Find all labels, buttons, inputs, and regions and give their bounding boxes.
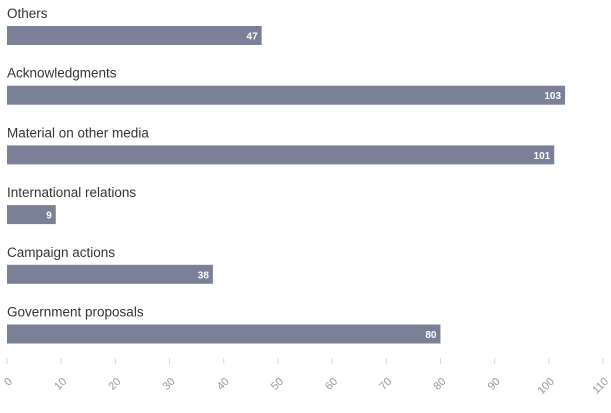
category-label: International relations <box>7 185 136 200</box>
x-tick-label: 80 <box>431 376 448 393</box>
bar-row: Others 47 <box>7 6 262 45</box>
value-label: 101 <box>534 151 551 162</box>
x-tick-label: 70 <box>377 376 394 393</box>
value-label: 9 <box>46 211 52 222</box>
x-tick-label: 40 <box>215 376 232 393</box>
x-tick-label: 50 <box>269 376 286 393</box>
value-label: 80 <box>425 330 437 341</box>
x-tick-label: 90 <box>486 376 503 393</box>
category-label: Government proposals <box>7 305 144 320</box>
bar-row: Campaign actions 38 <box>7 245 213 284</box>
value-label: 38 <box>198 270 210 281</box>
bar-row: Acknowledgments 103 <box>7 66 566 105</box>
value-label: 47 <box>247 32 259 43</box>
x-tick-label: 0 <box>2 376 15 389</box>
x-tick-label: 20 <box>106 376 123 393</box>
bar <box>7 26 262 45</box>
x-tick-label: 10 <box>52 376 69 393</box>
x-tick-label: 100 <box>535 376 556 397</box>
x-tick-label: 30 <box>161 376 178 393</box>
category-label: Material on other media <box>7 125 149 140</box>
x-tick-label: 110 <box>590 376 611 397</box>
bar <box>7 85 566 105</box>
x-axis: 0 10 20 30 40 50 60 70 80 90 100 110 <box>2 358 611 397</box>
bar <box>7 205 56 225</box>
category-label: Others <box>7 6 48 21</box>
category-label: Acknowledgments <box>7 66 117 81</box>
category-label: Campaign actions <box>7 245 115 260</box>
bar-row: Government proposals 80 <box>7 305 441 344</box>
value-label: 103 <box>544 91 561 102</box>
x-tick-label: 60 <box>323 376 340 393</box>
bar <box>7 264 213 284</box>
bar-row: Material on other media 101 <box>7 125 555 165</box>
bar <box>7 145 555 165</box>
bar-row: International relations 9 <box>7 185 136 225</box>
bars-layer: Others 47 Acknowledgments 103 Material on ot… <box>7 6 566 344</box>
bar <box>7 324 441 344</box>
